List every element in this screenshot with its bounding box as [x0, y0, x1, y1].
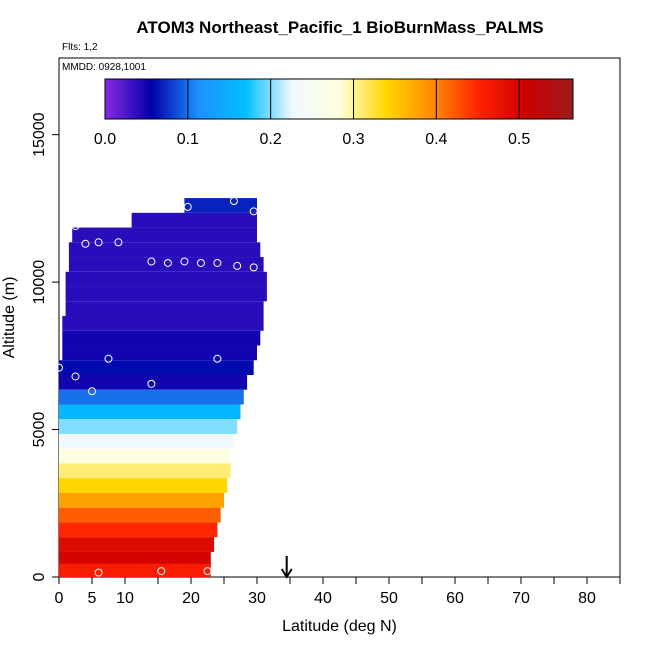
- x-tick-label: 30: [248, 590, 266, 607]
- colorbar-tick-label: 0.1: [177, 131, 199, 148]
- heatmap-band: [59, 507, 221, 523]
- arrow-head: [280, 568, 293, 579]
- sample-point: [229, 197, 238, 206]
- y-axis-title: Altitude (m): [1, 277, 18, 359]
- sample-point: [213, 258, 222, 267]
- colorbar: [104, 78, 574, 120]
- x-tick-label: 10: [116, 590, 134, 607]
- sample-point: [183, 202, 192, 211]
- heatmap-band: [65, 286, 267, 302]
- heatmap-band: [59, 537, 215, 552]
- heatmap-band: [59, 563, 211, 577]
- heatmap-band: [62, 316, 264, 331]
- x-tick-label: 50: [380, 590, 398, 607]
- colorbar-tick-label: 0.4: [425, 131, 447, 148]
- sample-point: [233, 261, 242, 270]
- chart-title: ATOM3 Northeast_Pacific_1 BioBurnMass_PA…: [136, 18, 544, 37]
- sample-point: [88, 387, 96, 396]
- heatmap-band: [65, 271, 267, 287]
- heatmap-band: [59, 375, 248, 390]
- sample-point: [157, 567, 166, 576]
- x-tick-label: 60: [446, 590, 464, 607]
- sample-point: [203, 567, 212, 576]
- heatmap-band: [68, 242, 261, 258]
- heatmap-band: [62, 345, 257, 361]
- heatmap-band: [131, 212, 257, 228]
- sample-point: [71, 222, 80, 231]
- sample-point: [147, 379, 156, 388]
- heatmap-band: [59, 448, 231, 464]
- sample-point: [94, 568, 103, 577]
- x-tick-label: 20: [182, 590, 200, 607]
- colorbar-tick-label: 0.0: [94, 131, 116, 148]
- x-tick-label: 40: [314, 590, 332, 607]
- y-tick-label: 5000: [31, 412, 48, 448]
- dates-label: MMDD: 0928,1001: [62, 62, 146, 73]
- x-tick-label: 80: [578, 590, 596, 607]
- sample-point: [163, 258, 172, 267]
- heatmap-band: [59, 492, 224, 508]
- heatmap-band: [65, 301, 264, 317]
- y-tick-label: 0: [31, 572, 48, 581]
- x-tick-label: 0: [55, 590, 64, 607]
- sample-point: [114, 238, 123, 247]
- sample-point: [71, 372, 80, 381]
- colorbar-tick-label: 0.3: [342, 131, 364, 148]
- x-tick-label: 5: [88, 590, 97, 607]
- colorbar-tick-label: 0.2: [260, 131, 282, 148]
- y-tick-label: 10000: [31, 260, 48, 305]
- x-tick-label: 70: [512, 590, 530, 607]
- sample-point: [104, 354, 113, 363]
- sample-point: [94, 238, 103, 247]
- sample-point: [55, 363, 63, 372]
- heatmap-band: [72, 227, 257, 243]
- heatmap-band: [59, 551, 211, 567]
- sample-point: [124, 207, 133, 216]
- heatmap-band: [59, 433, 234, 449]
- sample-point: [249, 263, 258, 272]
- sample-point: [81, 239, 90, 248]
- heatmap-band: [59, 360, 254, 376]
- heatmap-band: [59, 404, 241, 420]
- flights-label: Flts: 1,2: [62, 42, 98, 53]
- plot-frame: [58, 57, 621, 578]
- heatmap-band: [59, 522, 218, 538]
- x-axis-title: Latitude (deg N): [282, 618, 397, 635]
- heatmap-band: [59, 419, 238, 434]
- colorbar-tick-label: 0.5: [508, 131, 530, 148]
- sample-point: [196, 258, 205, 267]
- heatmap-band: [184, 198, 257, 213]
- sample-point: [213, 354, 222, 363]
- heatmap-band: [59, 478, 228, 493]
- heatmap-band: [62, 330, 261, 346]
- sample-point: [249, 207, 258, 216]
- heatmap-band: [59, 463, 231, 479]
- sample-point: [147, 257, 156, 266]
- heatmap-band: [59, 389, 244, 405]
- y-tick-label: 15000: [31, 112, 48, 157]
- sample-point: [180, 257, 189, 266]
